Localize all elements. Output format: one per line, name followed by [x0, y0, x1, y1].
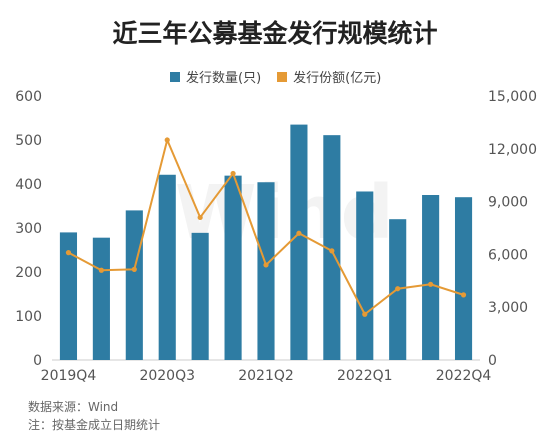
line-point-2021Q1 — [230, 170, 236, 177]
line-point-2022Q4 — [460, 292, 467, 298]
bar-2020Q2 — [125, 210, 143, 360]
y-left-tick-label: 500 — [15, 133, 42, 149]
bar-2019Q4 — [59, 232, 78, 360]
x-tick-label: 2021Q2 — [238, 368, 294, 384]
line-point-2020Q4 — [197, 214, 203, 221]
bar-2021Q4 — [323, 135, 341, 360]
legend-swatch-count — [170, 71, 180, 82]
y-right-tick-label: 15,000 — [488, 89, 537, 105]
y-left-tick-label: 0 — [33, 353, 42, 369]
footnote: 注：按基金成立日期统计 — [28, 418, 161, 432]
line-point-2021Q2 — [263, 262, 269, 268]
bar-2022Q3 — [422, 195, 440, 360]
line-point-2022Q1 — [362, 311, 368, 317]
line-point-2021Q3 — [296, 230, 302, 236]
bar-2021Q2 — [257, 182, 275, 360]
x-tick-label: 2019Q4 — [41, 368, 97, 384]
bar-2022Q4 — [454, 197, 473, 360]
bar-2020Q3 — [158, 174, 176, 360]
x-tick-label: 2022Q1 — [337, 368, 393, 384]
line-point-2020Q3 — [164, 137, 170, 143]
y-right-tick-label: 9,000 — [488, 195, 528, 211]
y-right-tick-label: 6,000 — [488, 247, 528, 263]
chart-title: 近三年公募基金发行规模统计 — [112, 19, 438, 48]
legend-item-count: 发行数量(只) — [170, 67, 261, 86]
bar-2020Q1 — [92, 237, 110, 360]
x-tick-label: 2022Q4 — [436, 368, 492, 384]
y-left-tick-label: 200 — [15, 265, 42, 281]
line-point-2022Q3 — [428, 281, 434, 287]
source-note: 数据来源：Wind — [28, 400, 119, 414]
y-left-tick-label: 300 — [15, 221, 42, 237]
line-point-2020Q1 — [98, 267, 104, 273]
y-left-tick-label: 400 — [15, 177, 42, 193]
legend-label-count: 发行数量(只) — [186, 71, 262, 86]
line-point-2020Q2 — [131, 266, 137, 272]
x-tick-label: 2020Q3 — [139, 368, 195, 384]
legend: 发行数量(只) 发行份额(亿元) — [170, 67, 381, 86]
y-left-tick-label: 100 — [15, 309, 42, 325]
y-right-tick-label: 12,000 — [488, 142, 537, 158]
bar-2020Q4 — [191, 232, 209, 360]
bar-2022Q1 — [356, 191, 374, 360]
legend-swatch-amount — [277, 71, 288, 82]
y-right-tick-label: 0 — [488, 353, 497, 369]
line-point-2022Q2 — [395, 286, 401, 292]
bar-2021Q1 — [224, 175, 242, 360]
bar-2021Q3 — [290, 124, 308, 360]
line-point-2019Q4 — [65, 250, 72, 256]
line-point-2021Q4 — [329, 248, 335, 254]
y-left-tick-label: 600 — [15, 89, 42, 105]
legend-label-amount: 发行份额(亿元) — [293, 71, 382, 86]
legend-item-amount: 发行份额(亿元) — [277, 67, 381, 86]
y-right-tick-label: 3,000 — [488, 300, 528, 316]
